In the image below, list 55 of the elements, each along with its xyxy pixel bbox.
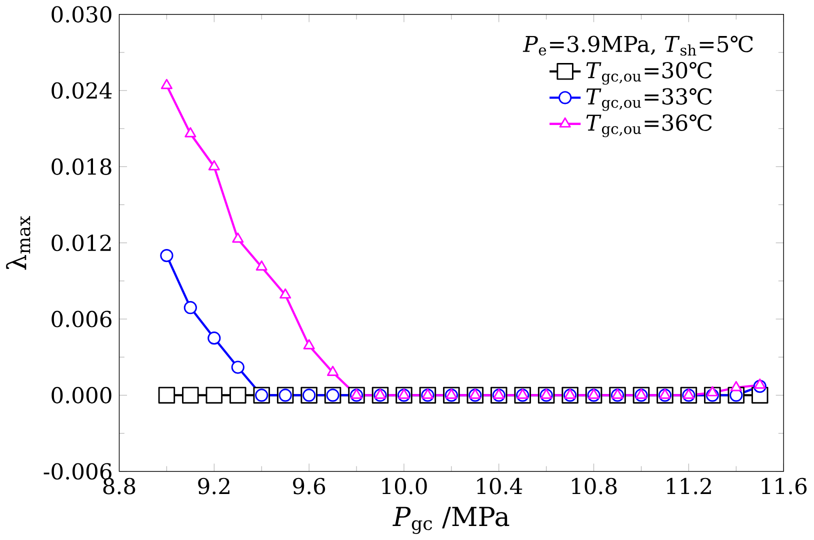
point [184, 127, 196, 138]
x-tick-label: 10.4 [477, 478, 522, 494]
y-tick-label: 0.030 [52, 6, 112, 23]
point [206, 386, 223, 404]
point [350, 388, 362, 399]
point [182, 386, 199, 404]
point [469, 388, 481, 399]
point [659, 388, 671, 399]
point [327, 366, 339, 376]
point [398, 388, 410, 399]
y-tick-label: 0.012 [52, 234, 111, 252]
point [706, 386, 718, 396]
point [516, 388, 528, 399]
y-tick-label: 0.006 [52, 310, 112, 328]
y-tick-label: 0.024 [52, 82, 112, 99]
point [160, 248, 174, 262]
point [256, 260, 268, 271]
point [588, 388, 600, 399]
point [564, 388, 576, 399]
point [232, 232, 244, 243]
point [374, 388, 386, 399]
x-tick-label: 8.8 [103, 478, 136, 494]
point [422, 388, 434, 399]
legend-title: P$_{e}$=3.9MPa, T$_{sh}$=5℃ [522, 36, 753, 56]
point [635, 388, 648, 399]
y-tick-label: -0.006 [44, 463, 112, 480]
point [160, 78, 172, 90]
legend-label: T$_{gc,ou}$=30℃ [586, 62, 712, 85]
point [754, 378, 766, 389]
x-tick-label: 10.8 [572, 478, 617, 494]
point [493, 388, 505, 399]
point [229, 386, 246, 404]
x-axis-title: P$_{gc}$ /MPa [392, 506, 510, 534]
point [158, 386, 176, 404]
legend-label: T$_{gc,ou}$=36℃ [586, 114, 712, 138]
y-tick-label: 0.000 [52, 386, 112, 404]
y-tick-label: 0.018 [52, 158, 112, 175]
x-tick-label: 9.6 [293, 478, 326, 494]
point [730, 381, 742, 392]
x-tick-label: 9.2 [198, 478, 230, 494]
point [184, 301, 197, 314]
legend-label: T$_{gc,ou}$=33℃ [586, 88, 712, 111]
y-axis-title: λ$_{max}$ [6, 216, 30, 270]
point [612, 388, 624, 399]
x-tick-label: 10.0 [382, 478, 427, 494]
point [280, 288, 292, 299]
x-tick-label: 11.2 [667, 478, 711, 494]
point [446, 388, 458, 399]
point [208, 332, 221, 345]
point [682, 388, 694, 399]
point [303, 339, 315, 350]
x-tick-label: 11.6 [762, 478, 807, 494]
point [231, 360, 244, 374]
point [540, 388, 552, 399]
point [208, 160, 220, 170]
